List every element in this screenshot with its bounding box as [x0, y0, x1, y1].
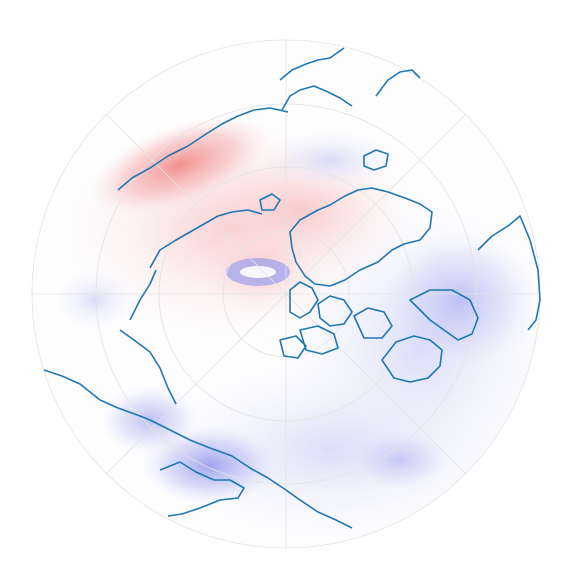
graticule	[31, 39, 541, 549]
coastlines	[43, 47, 541, 529]
